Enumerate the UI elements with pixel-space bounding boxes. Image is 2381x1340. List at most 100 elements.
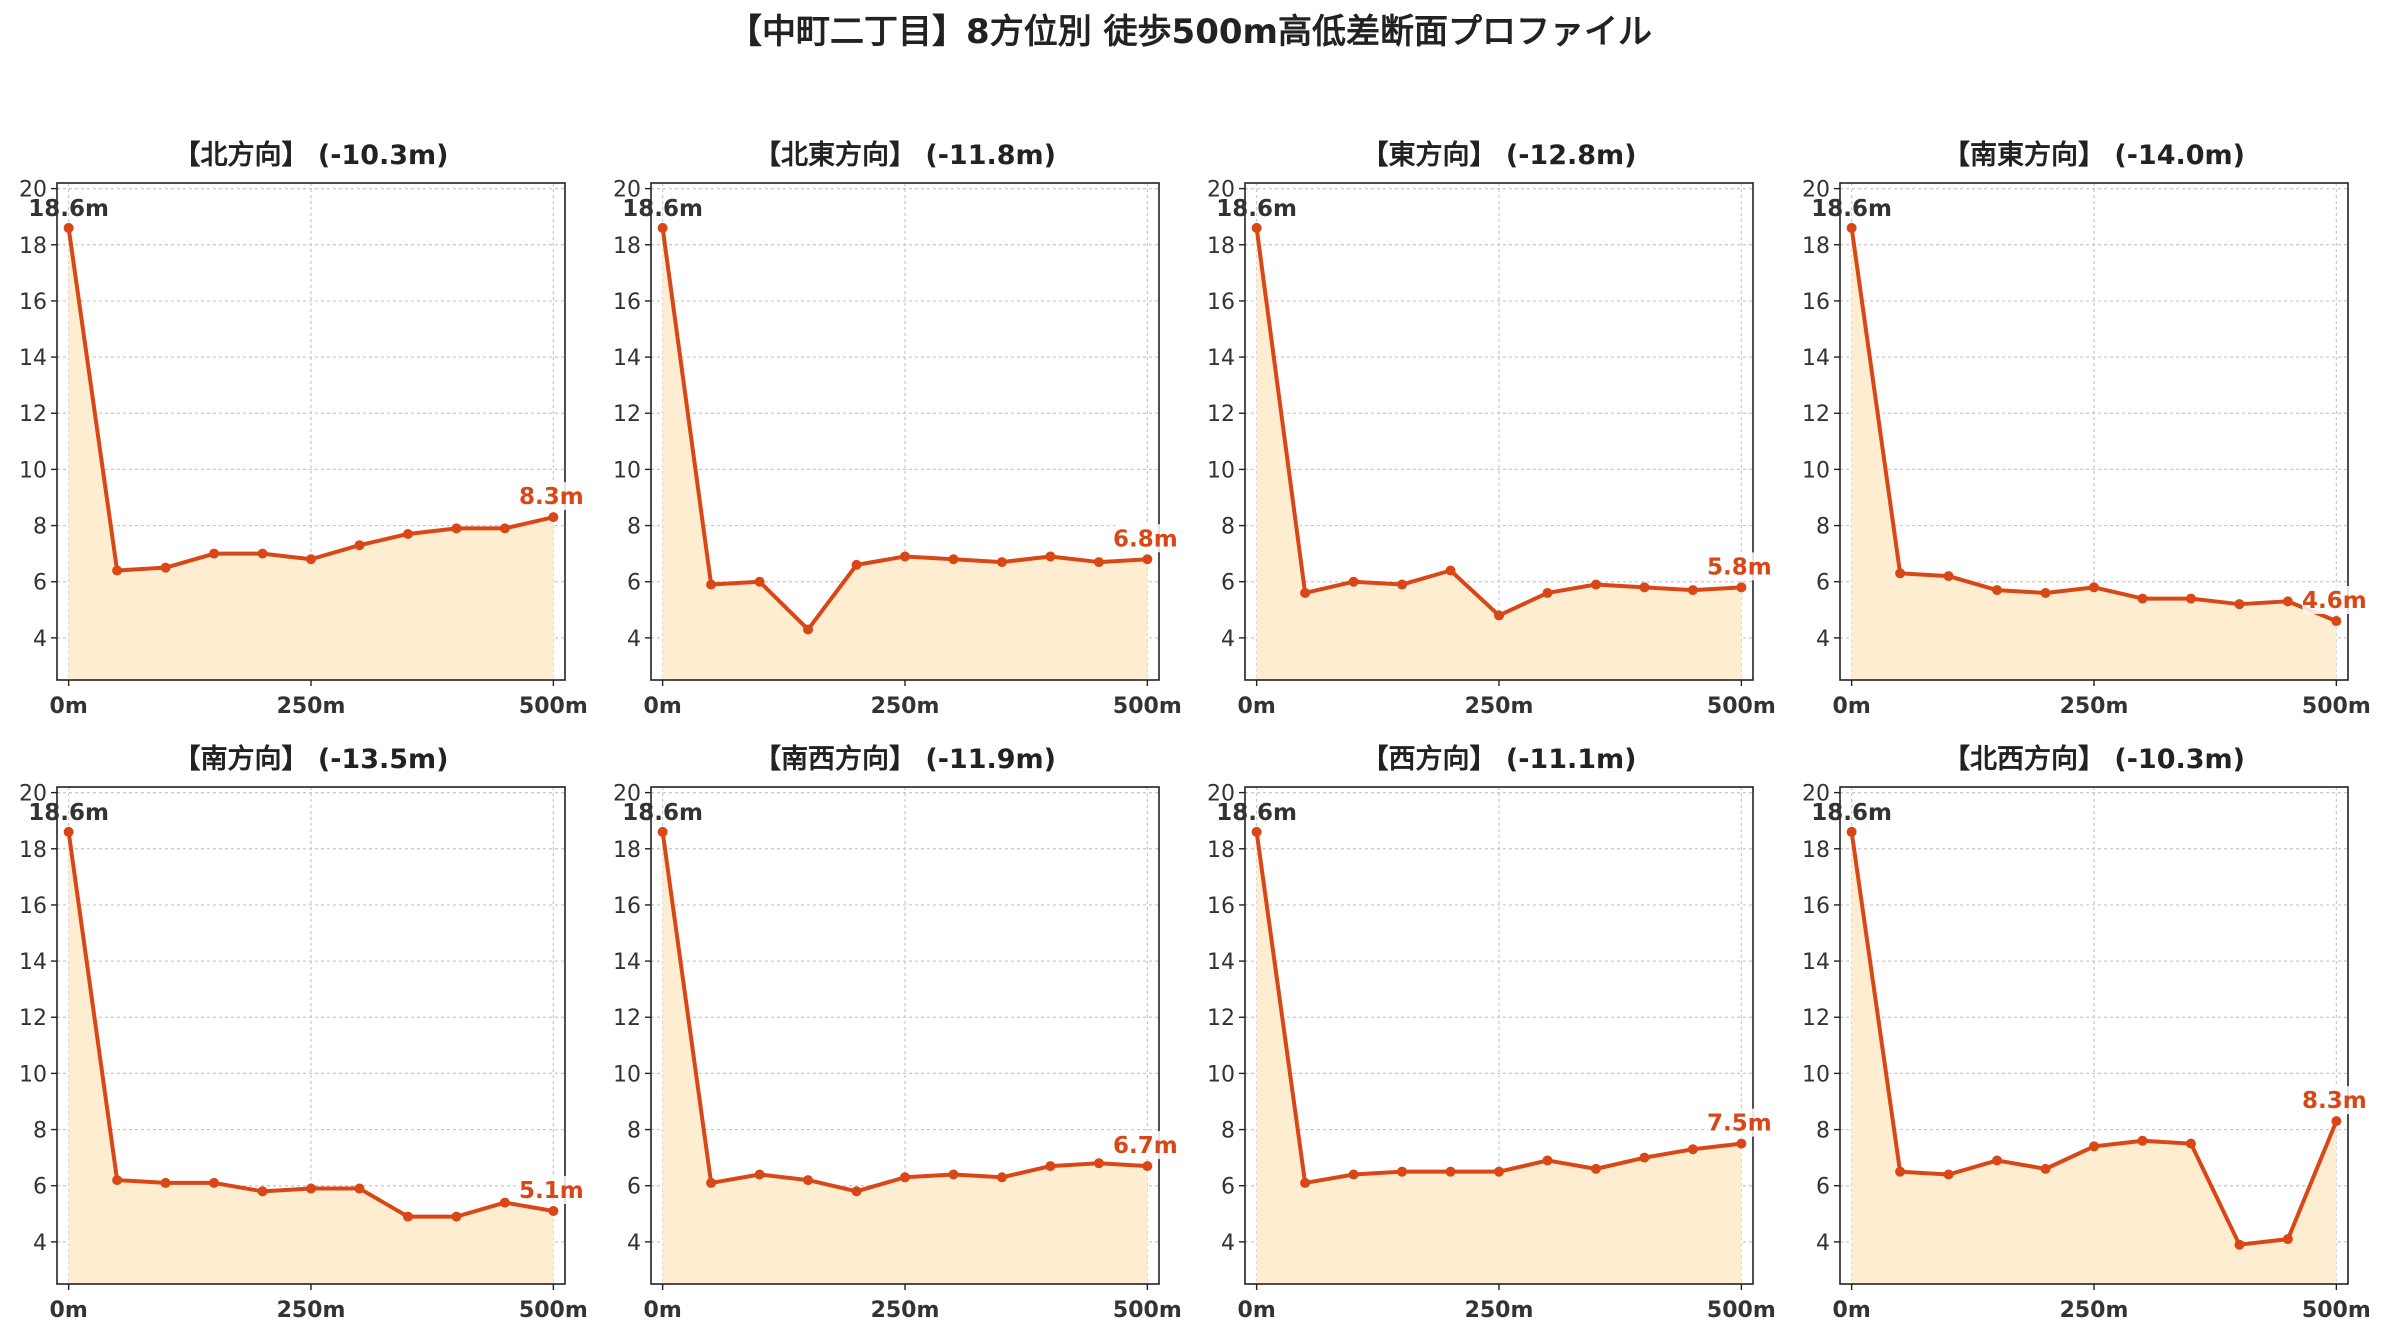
y-tick-label: 10 [1802, 1062, 1830, 1087]
data-point [2040, 1163, 2051, 1174]
subplot-title: 【西方向】 (-11.1m) [1361, 743, 1636, 775]
y-tick-label: 12 [613, 402, 641, 427]
data-point [706, 579, 717, 590]
data-point [1639, 1152, 1650, 1163]
data-point [402, 528, 413, 539]
data-point [2234, 1239, 2245, 1250]
data-point [63, 826, 74, 837]
x-tick-label: 250m [277, 1298, 346, 1323]
end-elevation-label: 5.1m [519, 1178, 584, 1204]
data-point [1992, 585, 2003, 596]
y-tick-label: 6 [1816, 1175, 1830, 1200]
y-tick-label: 8 [1221, 1119, 1235, 1144]
y-tick-label: 18 [613, 838, 641, 863]
data-point [1687, 585, 1698, 596]
data-point [948, 1169, 959, 1180]
y-tick-label: 6 [627, 571, 641, 596]
subplot-2: 【東方向】 (-12.8m) 4 6 8 10 12 14 16 18 20 0m 250m 500m 1… [1207, 139, 1776, 719]
y-tick-label: 20 [1207, 782, 1235, 807]
subplot-4: 【南方向】 (-13.5m) 4 6 8 10 12 14 16 18 20 0m 250m 500m 1… [19, 743, 588, 1323]
data-point [2282, 596, 2293, 607]
data-point [306, 554, 316, 565]
data-point [451, 523, 462, 534]
y-tick-label: 6 [1816, 571, 1830, 596]
data-point [209, 1177, 220, 1188]
data-point [1300, 587, 1311, 598]
y-tick-label: 10 [1802, 458, 1830, 483]
data-point [1736, 582, 1747, 593]
data-point [1251, 826, 1262, 837]
y-tick-label: 16 [19, 894, 47, 919]
data-point [2089, 582, 2099, 593]
data-point [548, 512, 559, 523]
data-point [354, 1183, 365, 1194]
data-point [2331, 616, 2342, 627]
subplot-title: 【南西方向】 (-11.9m) [754, 743, 1056, 775]
end-label-background [519, 1175, 584, 1204]
x-tick-label: 250m [2060, 1298, 2129, 1323]
data-point [1992, 1155, 2003, 1166]
data-point [2282, 1234, 2293, 1245]
x-tick-label: 250m [1465, 694, 1534, 719]
y-tick-label: 10 [19, 458, 47, 483]
x-tick-label: 500m [2302, 694, 2371, 719]
y-tick-label: 8 [33, 515, 47, 540]
y-tick-label: 4 [1816, 1231, 1830, 1256]
data-point [2185, 593, 2196, 604]
data-point [1397, 579, 1408, 590]
data-point [112, 1175, 123, 1186]
subplot-title: 【北方向】 (-10.3m) [173, 139, 448, 171]
x-tick-label: 0m [1238, 694, 1276, 719]
y-tick-label: 10 [613, 458, 641, 483]
end-elevation-label: 4.6m [2302, 588, 2367, 614]
x-tick-label: 0m [1238, 1298, 1276, 1323]
y-tick-label: 6 [1221, 571, 1235, 596]
x-tick-label: 250m [871, 694, 940, 719]
y-tick-label: 6 [1221, 1175, 1235, 1200]
data-point [1846, 222, 1857, 233]
x-tick-label: 0m [644, 1298, 682, 1323]
data-point [996, 557, 1007, 568]
y-tick-label: 14 [19, 346, 47, 371]
data-point [1895, 1166, 1906, 1177]
data-point [2137, 593, 2148, 604]
y-tick-label: 20 [1802, 782, 1830, 807]
data-point [1251, 222, 1262, 233]
end-elevation-label: 8.3m [2302, 1088, 2367, 1114]
elevation-area [68, 227, 554, 680]
subplot-title: 【南東方向】 (-14.0m) [1943, 139, 2245, 171]
end-label-background [1113, 1131, 1178, 1160]
y-tick-label: 4 [33, 1231, 47, 1256]
data-point [1348, 1169, 1359, 1180]
end-elevation-label: 6.7m [1113, 1133, 1178, 1159]
data-point [257, 1186, 268, 1197]
y-tick-label: 16 [613, 894, 641, 919]
data-point [160, 1177, 171, 1188]
x-tick-label: 500m [1113, 694, 1182, 719]
data-point [1494, 610, 1504, 621]
start-elevation-label: 18.6m [1216, 196, 1297, 222]
data-point [209, 548, 220, 559]
x-tick-label: 500m [1707, 694, 1776, 719]
x-tick-label: 500m [1707, 1298, 1776, 1323]
y-tick-label: 14 [19, 950, 47, 975]
subplot-title: 【北東方向】 (-11.8m) [754, 139, 1056, 171]
y-tick-label: 18 [1802, 838, 1830, 863]
end-label-background [2302, 586, 2367, 615]
start-elevation-label: 18.6m [1216, 800, 1297, 826]
y-tick-label: 8 [627, 515, 641, 540]
y-tick-label: 20 [19, 782, 47, 807]
y-tick-label: 18 [1207, 234, 1235, 259]
y-tick-label: 12 [1802, 402, 1830, 427]
y-tick-label: 10 [1207, 1062, 1235, 1087]
y-tick-label: 6 [33, 571, 47, 596]
x-tick-label: 500m [519, 694, 588, 719]
y-tick-label: 4 [1221, 627, 1235, 652]
y-tick-label: 16 [1802, 290, 1830, 315]
y-tick-label: 18 [613, 234, 641, 259]
start-elevation-label: 18.6m [28, 196, 109, 222]
data-point [1142, 1161, 1153, 1172]
y-tick-label: 14 [1802, 346, 1830, 371]
y-tick-label: 12 [613, 1006, 641, 1031]
